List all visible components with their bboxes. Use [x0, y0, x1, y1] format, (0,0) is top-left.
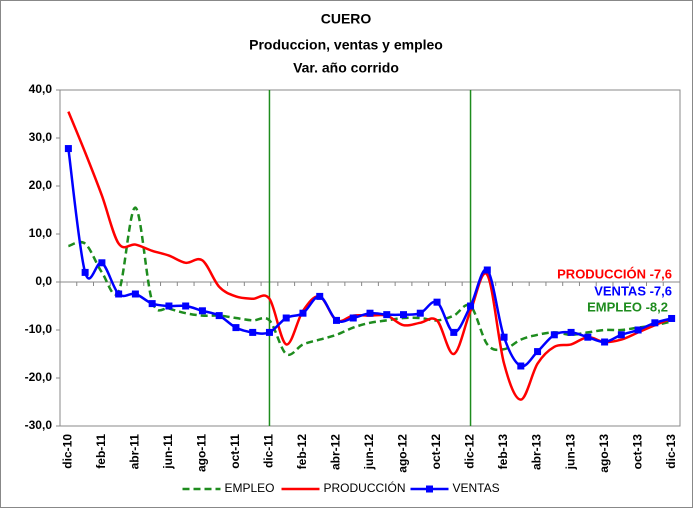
- y-tick-label: 20,0: [29, 178, 53, 192]
- x-tick-label: feb-11: [94, 434, 108, 469]
- legend-label: EMPLEO: [225, 481, 275, 495]
- point-marker: [232, 324, 240, 332]
- point-marker: [383, 311, 391, 319]
- point-marker: [165, 302, 173, 310]
- annotation: PRODUCCIÓN -7,6: [557, 266, 672, 281]
- point-marker: [316, 292, 324, 300]
- plot-area: [59, 89, 681, 427]
- x-tick-label: oct-11: [228, 434, 242, 469]
- point-marker: [450, 328, 458, 336]
- y-tick-label: -10,0: [25, 322, 53, 336]
- y-tick-label: 10,0: [29, 226, 53, 240]
- y-tick-label: -20,0: [25, 370, 53, 384]
- point-marker: [366, 309, 374, 317]
- point-marker: [651, 319, 659, 327]
- x-tick-label: jun-12: [362, 434, 376, 471]
- point-marker: [81, 268, 89, 276]
- point-marker: [567, 328, 575, 336]
- point-marker: [131, 290, 139, 298]
- point-marker: [400, 311, 408, 319]
- point-marker: [182, 302, 190, 310]
- x-tick-label: abr-11: [128, 434, 142, 470]
- x-tick-label: abr-13: [530, 434, 544, 470]
- point-marker: [98, 259, 106, 267]
- x-tick-label: dic-11: [262, 434, 276, 468]
- y-tick-label: 0,0: [35, 274, 52, 288]
- point-marker: [265, 328, 273, 336]
- x-tick-label: abr-12: [329, 434, 343, 470]
- x-tick-label: oct-13: [630, 434, 644, 470]
- point-marker: [332, 316, 340, 324]
- chart-title: CUERO: [321, 11, 372, 27]
- legend-label: VENTAS: [453, 481, 500, 495]
- x-tick-label: feb-13: [496, 434, 510, 470]
- y-tick-label: 30,0: [29, 130, 53, 144]
- legend-marker: [426, 485, 433, 493]
- y-tick-label: -30,0: [25, 418, 53, 432]
- point-marker: [349, 314, 357, 322]
- point-marker: [215, 312, 223, 320]
- point-marker: [282, 314, 290, 322]
- legend-label: PRODUCCIÓN: [324, 480, 406, 495]
- point-marker: [467, 302, 475, 310]
- x-tick-label: oct-12: [429, 434, 443, 470]
- chart-subtitle: Produccion, ventas y empleo: [249, 37, 443, 53]
- x-tick-label: jun-11: [161, 434, 175, 470]
- y-tick-label: 40,0: [29, 82, 53, 96]
- chart-subtitle: Var. año corrido: [293, 60, 399, 76]
- x-tick-label: dic-12: [463, 434, 477, 469]
- point-marker: [534, 348, 542, 356]
- point-marker: [617, 331, 625, 339]
- annotation: EMPLEO -8,2: [587, 299, 668, 314]
- annotation: VENTAS -7,6: [594, 283, 672, 298]
- x-tick-label: dic-10: [61, 434, 75, 469]
- point-marker: [148, 300, 156, 308]
- point-marker: [198, 307, 206, 315]
- point-marker: [249, 328, 257, 336]
- point-marker: [517, 362, 525, 370]
- point-marker: [550, 331, 558, 339]
- point-marker: [64, 145, 72, 153]
- x-tick-label: feb-12: [295, 434, 309, 470]
- point-marker: [668, 314, 676, 322]
- point-marker: [500, 333, 508, 341]
- x-tick-label: jun-13: [563, 434, 577, 471]
- point-marker: [483, 266, 491, 274]
- x-tick-label: dic-13: [664, 434, 678, 469]
- point-marker: [115, 290, 123, 298]
- point-marker: [416, 309, 424, 317]
- point-marker: [601, 338, 609, 346]
- x-tick-label: ago-13: [597, 434, 611, 473]
- point-marker: [584, 333, 592, 341]
- x-tick-label: ago-11: [195, 434, 209, 472]
- point-marker: [433, 298, 441, 306]
- x-tick-label: ago-12: [396, 434, 410, 473]
- point-marker: [299, 309, 307, 317]
- point-marker: [634, 326, 642, 334]
